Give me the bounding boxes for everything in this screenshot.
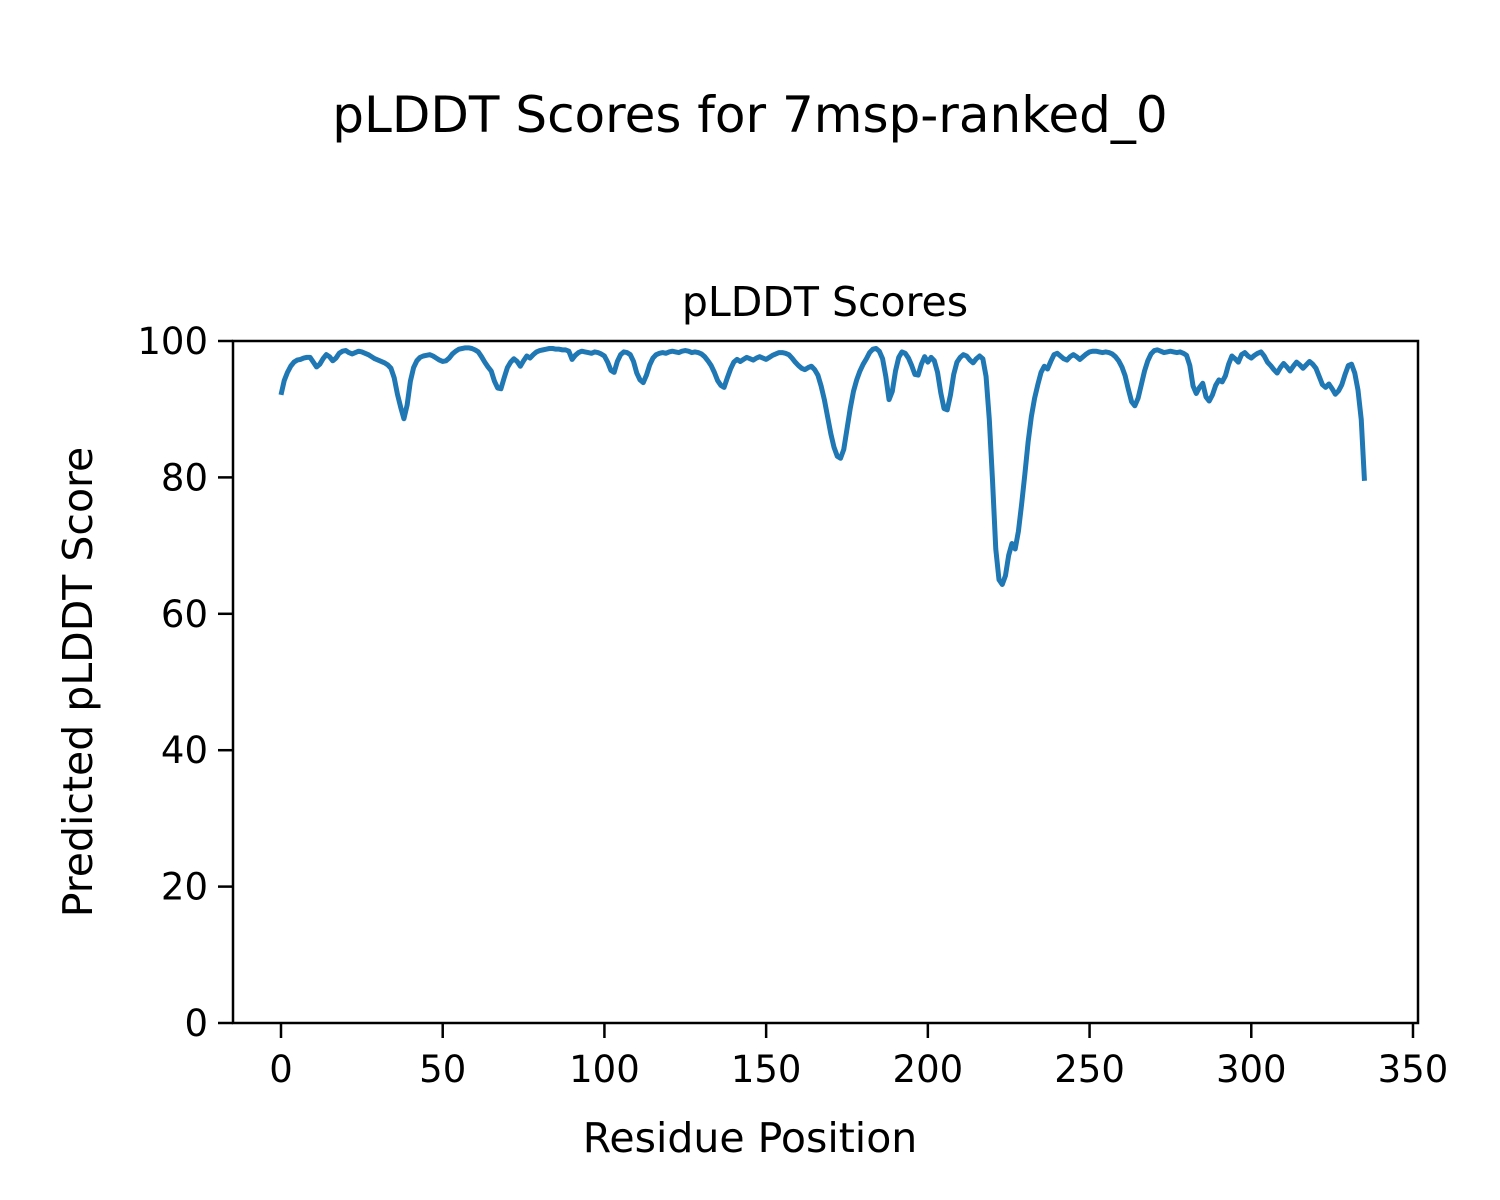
x-axis-label: Residue Position [583, 1114, 918, 1162]
x-tick-label: 150 [731, 1048, 802, 1091]
y-tick-label: 60 [161, 593, 208, 636]
x-tick-label: 300 [1216, 1048, 1287, 1091]
axes-title: pLDDT Scores [682, 278, 968, 326]
y-tick-label: 40 [161, 729, 208, 772]
x-tick-label: 100 [569, 1048, 640, 1091]
x-tick-label: 350 [1378, 1048, 1449, 1091]
x-tick-label: 200 [893, 1048, 964, 1091]
figure-title: pLDDT Scores for 7msp-ranked_0 [332, 86, 1167, 144]
y-tick-label: 80 [161, 456, 208, 499]
axes-spines [231, 339, 1420, 1025]
plddt-line [278, 345, 1367, 587]
y-tick-label: 100 [137, 320, 208, 363]
y-axis-label: Predicted pLDDT Score [54, 447, 102, 917]
y-tick-label: 20 [161, 866, 208, 909]
x-tick-label: 50 [419, 1048, 466, 1091]
y-tick-label: 0 [184, 1002, 208, 1045]
plot-area: 0 50 100 150 200 250 300 350 0 20 40 60 80 100 [137, 320, 1448, 1091]
x-tick-label: 0 [269, 1048, 293, 1091]
x-tick-label: 250 [1054, 1048, 1125, 1091]
